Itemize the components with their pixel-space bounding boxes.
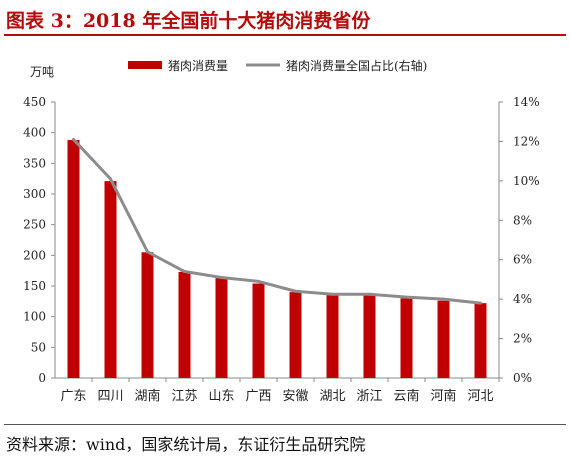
y-left-tick-label: 150	[23, 279, 46, 293]
bar-11	[474, 303, 487, 378]
bar-8	[363, 295, 376, 378]
x-tick-label: 广西	[245, 389, 271, 404]
share-point-0	[72, 137, 75, 141]
share-point-3	[183, 270, 186, 274]
share-point-6	[294, 289, 297, 293]
bar-2	[141, 252, 154, 378]
y-left-tick-label: 100	[23, 310, 46, 324]
x-tick-label: 河南	[430, 388, 456, 404]
title-rule	[4, 34, 566, 36]
x-tick-label: 河北	[467, 389, 493, 404]
chart: 猪肉消费量 猪肉消费量全国占比(右轴) 万吨 0 50 100 150 200 250 30…	[23, 58, 540, 404]
x-tick-label: 湖北	[319, 389, 345, 404]
share-point-4	[220, 275, 223, 279]
y-left-tick-label: 200	[23, 248, 46, 262]
x-tick-label: 湖南	[134, 388, 160, 404]
bar-0	[67, 140, 80, 378]
legend-line-label: 猪肉消费量全国占比(右轴)	[286, 58, 427, 73]
y-right-tick-label: 6%	[513, 253, 532, 267]
y-right-tick-label: 0%	[513, 371, 532, 385]
bar-4	[215, 278, 228, 378]
y-left-tick-label: 50	[31, 340, 46, 354]
y-right-tick-label: 2%	[513, 332, 532, 346]
share-line	[72, 138, 481, 305]
legend-bar-label: 猪肉消费量	[168, 59, 228, 73]
y-left-tick-label: 400	[23, 126, 46, 140]
y-left-tick-label: 0	[38, 371, 46, 385]
y-left-tick-label: 350	[23, 156, 46, 170]
share-point-2	[146, 250, 149, 254]
share-point-11	[479, 301, 482, 305]
y-right-tick-label: 8%	[513, 213, 532, 227]
x-tick-label: 四川	[97, 389, 123, 404]
bar-6	[289, 292, 302, 378]
share-point-7	[331, 292, 334, 296]
bar-9	[400, 298, 413, 378]
share-point-5	[257, 279, 260, 283]
x-tick-label: 山东	[208, 389, 234, 404]
legend: 猪肉消费量 猪肉消费量全国占比(右轴)	[128, 58, 427, 73]
y-left-tick-label: 250	[23, 218, 46, 232]
y-right-tick-label: 14%	[513, 95, 540, 109]
y-right-tick-label: 12%	[513, 134, 540, 148]
bar-5	[252, 283, 265, 378]
bar-1	[104, 181, 117, 378]
source-rule	[4, 424, 566, 425]
x-tick-label: 广东	[60, 389, 86, 404]
bar-3	[178, 271, 191, 378]
x-tick-label: 安徽	[282, 389, 308, 404]
share-point-9	[405, 295, 408, 299]
bar-10	[437, 300, 450, 378]
x-tick-label: 云南	[393, 388, 419, 404]
share-point-8	[368, 292, 371, 296]
x-tick-label: 浙江	[356, 389, 382, 404]
chart-title: 图表 3：2018 年全国前十大猪肉消费省份	[6, 10, 371, 32]
bar-7	[326, 295, 339, 378]
y-left-tick-label: 450	[23, 95, 46, 109]
y-left-unit: 万吨	[30, 65, 54, 79]
source-note: 资料来源：wind，国家统计局，东证衍生品研究院	[6, 435, 366, 454]
y-right-tick-label: 10%	[513, 174, 540, 188]
x-tick-label: 江苏	[171, 388, 197, 404]
y-left-tick-label: 300	[23, 187, 46, 201]
legend-bar-swatch	[128, 61, 162, 69]
share-point-1	[109, 177, 112, 181]
share-point-10	[442, 297, 445, 301]
y-right-tick-label: 4%	[513, 292, 532, 306]
